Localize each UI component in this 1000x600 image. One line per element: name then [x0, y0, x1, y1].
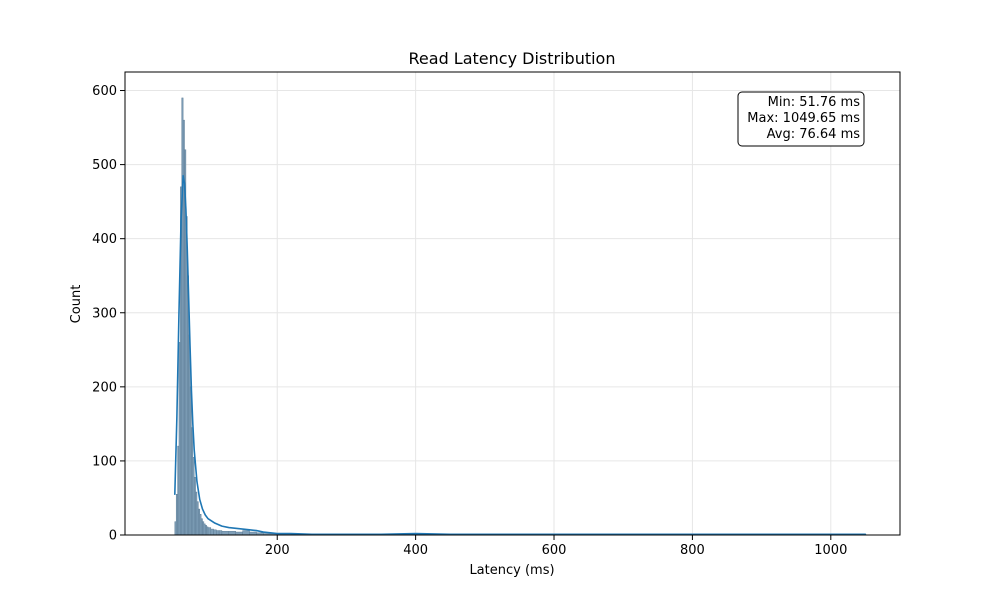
histogram-bar-29 — [221, 531, 230, 536]
x-tick-label-0: 200 — [265, 543, 290, 558]
histogram-bar-27 — [216, 530, 220, 536]
histogram-bar-32 — [242, 530, 250, 536]
x-tick-label-4: 1000 — [814, 543, 847, 558]
y-tick-label-5: 500 — [92, 158, 117, 173]
stats-annotation: Min: 51.76 ms Max: 1049.65 ms Avg: 76.64… — [737, 91, 865, 147]
plot-frame — [124, 71, 901, 536]
annotation-max: Max: 1049.65 ms — [747, 111, 860, 126]
kde-layer — [174, 174, 867, 536]
y-ticks: 0 100 200 300 400 500 600 — [92, 84, 125, 544]
bars-layer — [174, 97, 866, 536]
y-tick-label-0: 0 — [109, 529, 117, 544]
annotation-avg: Avg: 76.64 ms — [767, 127, 861, 142]
histogram-bar-28 — [218, 530, 223, 536]
y-axis-label: Count — [69, 285, 84, 324]
x-tick-label-2: 600 — [542, 543, 567, 558]
x-axis-label: Latency (ms) — [469, 563, 554, 578]
y-tick-label-3: 300 — [92, 306, 117, 321]
x-ticks: 200 400 600 800 1000 — [265, 535, 847, 558]
y-tick-label-4: 400 — [92, 232, 117, 247]
chart-title: Read Latency Distribution — [409, 49, 616, 68]
histogram-bar-30 — [228, 531, 236, 536]
x-tick-label-3: 800 — [680, 543, 705, 558]
y-tick-label-6: 600 — [92, 84, 117, 99]
histogram-bar-24 — [207, 527, 212, 536]
kde-line — [174, 174, 867, 536]
annotation-min: Min: 51.76 ms — [768, 95, 861, 110]
histogram-bar-25 — [210, 528, 214, 536]
y-tick-label-2: 200 — [92, 380, 117, 395]
x-tick-label-1: 400 — [403, 543, 428, 558]
stats-annotation-box — [737, 91, 865, 147]
histogram-bar-26 — [213, 529, 217, 536]
y-tick-label-1: 100 — [92, 454, 117, 469]
